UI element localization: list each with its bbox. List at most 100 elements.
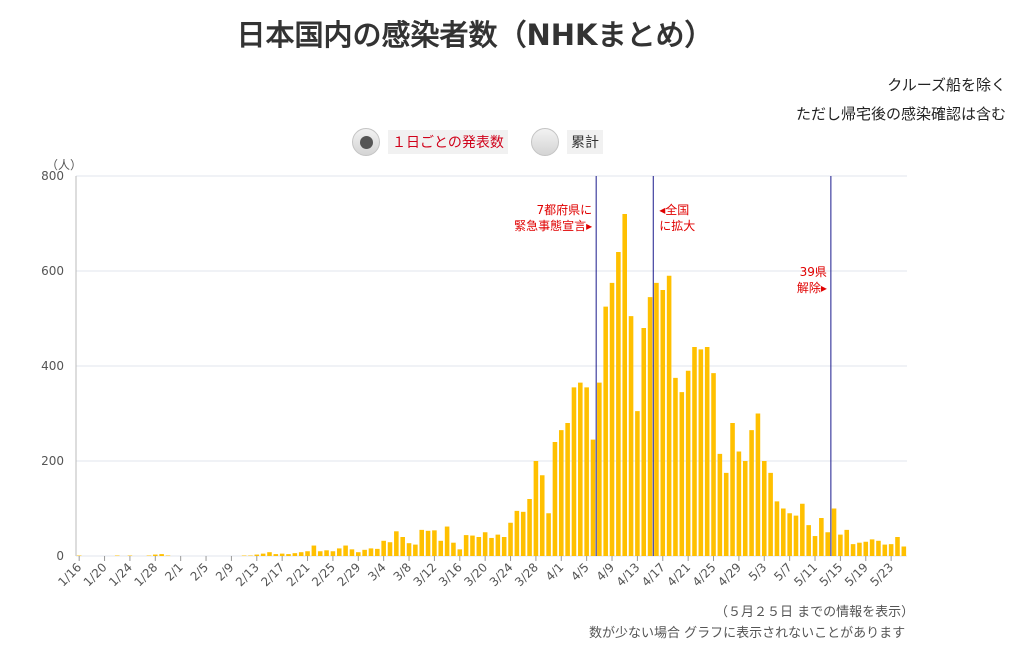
x-tick-label: 4/29 — [715, 560, 744, 589]
bar — [723, 472, 729, 556]
bar — [838, 534, 843, 556]
bar — [489, 537, 494, 556]
bar — [882, 544, 888, 556]
bar — [635, 411, 640, 556]
bar — [298, 552, 304, 556]
bar — [153, 554, 158, 556]
x-tick-label: 5/11 — [791, 560, 820, 589]
bar — [546, 513, 551, 556]
bar — [755, 413, 761, 556]
bar — [730, 423, 735, 556]
bar — [800, 503, 805, 556]
note-including-post-return: ただし帰宅後の感染確認は含む — [795, 105, 1006, 123]
bar — [895, 537, 900, 556]
bar — [571, 387, 577, 556]
x-tick-label: 3/24 — [487, 560, 516, 589]
bar — [413, 544, 418, 556]
bar — [438, 540, 444, 556]
bar — [508, 522, 513, 556]
event-annotation: 解除▸ — [797, 280, 827, 295]
bar — [831, 508, 837, 556]
bar — [311, 545, 317, 556]
bar — [857, 542, 862, 556]
bar — [888, 544, 894, 556]
bar — [501, 537, 507, 556]
bar — [736, 451, 742, 556]
bar — [425, 530, 431, 556]
bar — [869, 539, 875, 556]
bar — [514, 510, 520, 556]
event-annotation: に拡大 — [659, 219, 695, 233]
x-tick-label: 4/13 — [614, 560, 643, 589]
footer-date-note: （５月２５日 までの情報を表示） — [715, 605, 915, 620]
bar — [704, 347, 710, 556]
bar — [539, 475, 545, 556]
bar — [444, 526, 450, 556]
bar — [349, 549, 355, 556]
x-tick-label: 5/23 — [867, 560, 896, 589]
y-tick-label: 800 — [41, 169, 64, 183]
bar — [558, 430, 564, 556]
bar — [666, 275, 672, 556]
bar — [673, 377, 678, 556]
bar — [292, 553, 298, 556]
toggle-total[interactable]: 累計 — [531, 128, 603, 156]
bar — [159, 554, 164, 556]
bar — [622, 214, 627, 556]
bar — [495, 534, 501, 556]
bar — [336, 548, 342, 556]
bar — [406, 543, 412, 556]
bar — [901, 546, 907, 556]
x-tick-label: 1/28 — [131, 560, 160, 589]
bar — [819, 518, 824, 556]
bar — [742, 461, 748, 556]
radio-selected-dot — [359, 135, 373, 149]
x-tick-label: 4/5 — [568, 560, 592, 584]
bar — [628, 316, 634, 556]
x-tick-label: 3/12 — [411, 560, 440, 589]
bar — [432, 530, 437, 556]
bar — [717, 453, 723, 556]
x-tick-label: 4/21 — [664, 560, 693, 589]
bar — [711, 373, 716, 556]
bar — [451, 542, 456, 556]
note-excluding-cruise-ship: クルーズ船を除く — [887, 76, 1006, 94]
daily-cases-bar-chart: 0 200 400 600 800（人） 1/161/201/241/28 2/1 2/5 2/… — [41, 158, 907, 589]
bar — [482, 532, 488, 556]
bar — [356, 552, 361, 556]
bar — [590, 439, 596, 556]
bar — [806, 525, 811, 556]
bar — [305, 551, 310, 556]
bar — [876, 540, 881, 556]
event-annotation: 39県 — [800, 265, 827, 279]
x-tick-label: 2/17 — [258, 560, 287, 589]
y-tick-label: 400 — [41, 359, 64, 373]
bar — [286, 554, 291, 556]
x-tick-label: 4/25 — [690, 560, 719, 589]
bar — [761, 461, 767, 556]
bar — [584, 387, 589, 556]
x-tick-label: 1/20 — [81, 560, 110, 589]
radio-total[interactable] — [531, 128, 559, 156]
bar — [654, 282, 659, 556]
bar — [400, 537, 405, 556]
bar — [533, 461, 539, 556]
bar — [774, 501, 780, 556]
bar — [476, 537, 482, 556]
bar — [812, 536, 818, 556]
toggle-daily-label: １日ごとの発表数 — [388, 130, 508, 154]
bar — [254, 554, 260, 556]
toggle-daily[interactable]: １日ごとの発表数 — [352, 128, 508, 156]
y-tick-label: 600 — [41, 264, 64, 278]
bar — [749, 430, 754, 556]
bar — [381, 540, 386, 556]
bar — [768, 472, 773, 556]
radio-daily[interactable] — [352, 128, 380, 156]
bar — [609, 282, 615, 556]
bar — [260, 553, 266, 556]
x-tick-label: 5/19 — [842, 560, 871, 589]
footer-small-count-note: 数が少ない場合 グラフに表示されないことがあります — [589, 626, 906, 641]
x-tick-label: 3/4 — [365, 560, 389, 584]
bar — [520, 511, 526, 556]
bar — [457, 549, 463, 556]
